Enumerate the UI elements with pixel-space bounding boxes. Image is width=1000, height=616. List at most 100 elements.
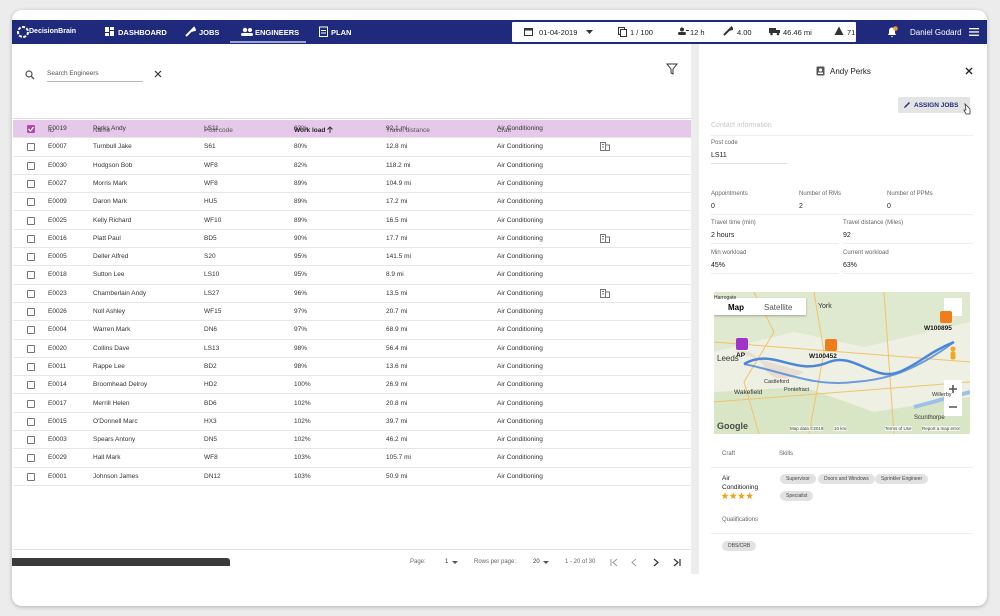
table-row[interactable]: E0016 Platt Paul BD5 90% 17.7 mi Air Conditio… <box>13 230 691 249</box>
checkbox[interactable] <box>27 161 35 170</box>
rating: 4.00 <box>737 28 752 37</box>
checkbox[interactable] <box>27 454 35 463</box>
table-cell: 104.9 mi <box>386 179 411 187</box>
pegman[interactable] <box>944 344 962 362</box>
nav-tab[interactable]: DASHBOARD <box>118 28 167 37</box>
map-tab[interactable]: Satellite <box>764 303 793 312</box>
table-row[interactable]: E0003 Spears Antony DN5 102% 46.2 mi Air Cond… <box>13 431 691 450</box>
checkbox[interactable] <box>27 179 35 188</box>
map-marker[interactable] <box>940 311 952 323</box>
place-name: Scunthorpe <box>914 415 945 421</box>
table-cell: Noll Ashley <box>93 308 126 315</box>
warning-icon <box>834 26 844 35</box>
column-header[interactable]: Name <box>93 127 111 134</box>
column-header[interactable]: Work load <box>294 127 326 134</box>
checkbox[interactable] <box>27 381 35 390</box>
calendar-icon <box>524 28 533 36</box>
table-cell: DN6 <box>204 326 218 334</box>
column-header[interactable]: Craft <box>497 127 512 134</box>
date[interactable]: 01-04-2019 <box>539 28 578 37</box>
menu-icon[interactable] <box>969 28 979 36</box>
place-name: York <box>818 303 832 310</box>
checkbox[interactable] <box>27 326 35 335</box>
map[interactable]: Map Satellite W100895 W100452 AP Harrogate Y… <box>714 292 970 434</box>
column-header[interactable]: ID <box>48 127 55 134</box>
checkbox[interactable] <box>27 417 35 426</box>
table-row[interactable]: E0026 Noll Ashley WF15 97% 20.7 mi Air Condit… <box>13 303 691 322</box>
checkbox[interactable] <box>27 253 35 262</box>
table-row[interactable]: E0011 Rappe Lee BD2 98% 13.6 mi Air Condition… <box>13 358 691 377</box>
tab-icon <box>319 26 328 37</box>
checkbox[interactable] <box>27 234 35 243</box>
table-cell: Spears Antony <box>93 436 136 444</box>
table-row[interactable]: E0007 Turnbull Jake S61 80% 12.8 mi Air Condi… <box>13 138 691 157</box>
nav-tab[interactable]: JOBS <box>199 28 220 37</box>
page-select[interactable]: 1 <box>445 559 449 565</box>
column-header[interactable]: Post code <box>204 127 233 134</box>
table-cell: 95% <box>294 253 308 261</box>
table-cell: E0014 <box>48 381 67 389</box>
bell-icon[interactable] <box>886 26 898 38</box>
checkbox[interactable] <box>27 143 35 152</box>
table-row[interactable]: E0017 Merrill Helen BD6 102% 20.8 mi Air Cond… <box>13 395 691 413</box>
app-window: DecisionBrain DASHBOARD JOBS ENGINEERS P… <box>12 10 987 606</box>
checkbox[interactable] <box>27 216 35 225</box>
table-row[interactable]: E0004 Warren Mark DN6 97% 68.9 mi Air Conditi… <box>13 321 691 340</box>
checkbox[interactable] <box>27 436 35 445</box>
logo-icon <box>17 26 29 38</box>
table-cell: Air Conditioning <box>497 216 543 224</box>
table-cell: 141.5 mi <box>386 253 411 261</box>
checkbox[interactable] <box>27 198 35 207</box>
close-icon[interactable] <box>965 67 973 75</box>
map-marker[interactable] <box>825 339 837 351</box>
table-row[interactable]: E0020 Collins Dave LS13 98% 56.4 mi Air Condi… <box>13 340 691 358</box>
table-cell: 20.8 mi <box>386 399 408 407</box>
table-row[interactable]: E0029 Hall Mark WF8 103% 105.7 mi Air Conditi… <box>13 449 691 468</box>
checkbox[interactable] <box>27 362 35 371</box>
table-row[interactable]: E0005 Deller Alfred S20 95% 141.5 mi Air Cond… <box>13 248 691 267</box>
table-row[interactable]: E0027 Morris Mark WF8 89% 104.9 mi Air Condit… <box>13 175 691 194</box>
zoom-control[interactable] <box>944 380 962 416</box>
search-input[interactable]: Search Engineers <box>47 70 99 77</box>
table-row[interactable]: E0015 O'Donnell Marc HX3 102% 39.7 mi Air Con… <box>13 413 691 432</box>
nav-tab[interactable]: ENGINEERS <box>255 28 300 37</box>
map-attribution[interactable]: Report a map error <box>922 426 961 431</box>
assign-jobs-button[interactable]: ASSIGN JOBS <box>898 97 970 113</box>
rows-select[interactable]: 20 <box>533 559 540 565</box>
table-row[interactable]: E0023 Chamberlain Andy LS27 96% 13.5 mi Air C… <box>13 285 691 303</box>
table-row[interactable]: E0009 Daron Mark HU5 89% 17.2 mi Air Conditio… <box>13 193 691 212</box>
map-tab[interactable]: Map <box>728 303 744 312</box>
checkbox[interactable] <box>27 271 35 280</box>
pager-buttons[interactable] <box>610 558 685 567</box>
button-label: ASSIGN JOBS <box>914 102 959 109</box>
nav-tab[interactable]: PLAN <box>331 28 352 37</box>
map-marker[interactable] <box>736 338 748 350</box>
place-name: Pontefract <box>784 387 810 393</box>
table-cell: Merrill Helen <box>93 399 130 407</box>
checkbox[interactable] <box>27 308 35 316</box>
table-row[interactable]: E0019 Perks Andy LS11 63% 92.1 mi Air Conditi… <box>13 120 691 139</box>
filter-icon[interactable] <box>666 63 678 75</box>
table-cell: Air Conditioning <box>497 234 543 242</box>
checkbox[interactable] <box>27 472 35 481</box>
table-row[interactable]: E0025 Kelly Richard WF10 89% 16.5 mi Air Cond… <box>13 212 691 230</box>
clear-icon[interactable] <box>154 70 162 78</box>
checkbox[interactable] <box>27 289 35 298</box>
checkbox[interactable] <box>27 125 35 133</box>
table-cell: WF15 <box>204 308 222 315</box>
column-header[interactable]: Travel distance <box>386 127 430 134</box>
table-cell: Daron Mark <box>93 198 127 206</box>
table-cell: Platt Paul <box>93 234 121 242</box>
user-name[interactable]: Daniel Godard <box>910 28 962 37</box>
checkbox[interactable] <box>27 344 35 353</box>
table-cell: Chamberlain Andy <box>93 289 147 297</box>
checkbox[interactable] <box>27 399 35 408</box>
table-row[interactable]: E0001 Johnson James DN12 103% 50.9 mi Air Con… <box>13 468 691 486</box>
divider <box>711 135 973 136</box>
table-row[interactable]: E0030 Hodgson Bob WF8 82% 118.2 mi Air Condit… <box>13 157 691 175</box>
table-row[interactable]: E0018 Sutton Lee LS10 95% 8.9 mi Air Conditio… <box>13 266 691 285</box>
table-cell: Air Conditioning <box>497 308 543 315</box>
map-attribution[interactable]: Terms of Use <box>885 426 912 431</box>
table-row[interactable]: E0014 Broomhead Delroy HD2 100% 26.9 mi Air C… <box>13 376 691 395</box>
field-label: Post code <box>711 140 738 146</box>
